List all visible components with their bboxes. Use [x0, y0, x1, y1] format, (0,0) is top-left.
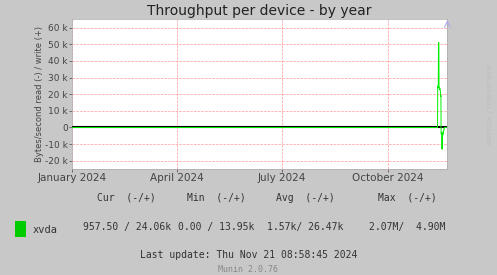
Text: Avg  (-/+): Avg (-/+): [276, 193, 335, 203]
Text: 2.07M/  4.90M: 2.07M/ 4.90M: [369, 222, 446, 232]
Text: Munin 2.0.76: Munin 2.0.76: [219, 265, 278, 274]
Title: Throughput per device - by year: Throughput per device - by year: [148, 4, 372, 18]
Text: RRDTOOL / TOBI OETIKER: RRDTOOL / TOBI OETIKER: [487, 64, 492, 145]
Text: Last update: Thu Nov 21 08:58:45 2024: Last update: Thu Nov 21 08:58:45 2024: [140, 251, 357, 260]
Text: 0.00 / 13.95k: 0.00 / 13.95k: [178, 222, 254, 232]
Text: xvda: xvda: [32, 225, 57, 235]
Text: Min  (-/+): Min (-/+): [187, 193, 246, 203]
Text: Max  (-/+): Max (-/+): [378, 193, 437, 203]
Text: 1.57k/ 26.47k: 1.57k/ 26.47k: [267, 222, 344, 232]
Text: 957.50 / 24.06k: 957.50 / 24.06k: [83, 222, 171, 232]
Y-axis label: Bytes/second read (-) / write (+): Bytes/second read (-) / write (+): [35, 26, 44, 162]
Text: Cur  (-/+): Cur (-/+): [97, 193, 156, 203]
